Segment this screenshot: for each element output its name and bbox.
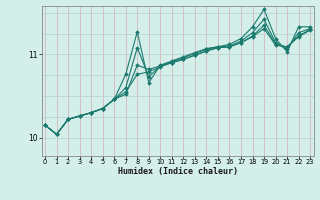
X-axis label: Humidex (Indice chaleur): Humidex (Indice chaleur) (118, 167, 237, 176)
